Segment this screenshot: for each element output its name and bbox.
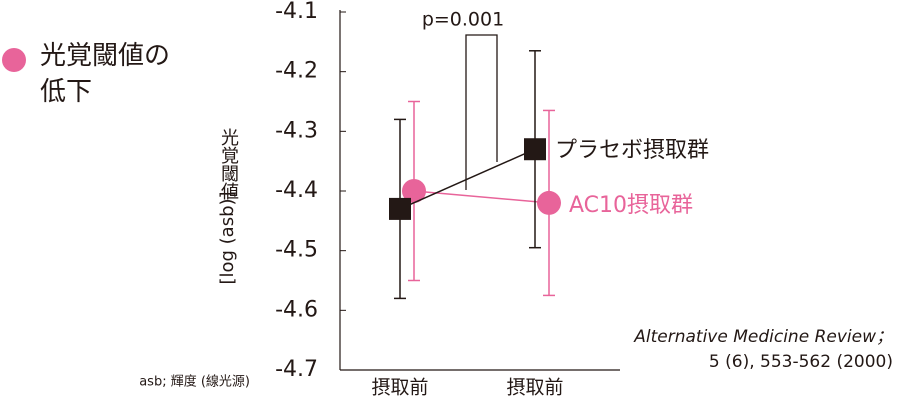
marker xyxy=(389,197,411,220)
legend-label: AC10摂取群 xyxy=(569,193,693,218)
x-tick-label: 摂取前 xyxy=(506,377,563,399)
source-line: Alternative Medicine Review； xyxy=(633,327,893,347)
title-bullet xyxy=(2,48,26,72)
series-line xyxy=(413,190,550,204)
annotation: p=0.001 xyxy=(422,9,504,31)
y-tick-label: -4.6 xyxy=(275,297,318,322)
x-tick-label: 摂取前 xyxy=(371,377,428,399)
y-axis-label: [log (asb)] xyxy=(217,191,238,284)
series-line xyxy=(399,148,536,210)
y-tick-label: -4.2 xyxy=(275,59,318,84)
title: 光覚閾値の低下 xyxy=(40,41,171,107)
y-axis-title: 光覚閾値 xyxy=(218,128,239,200)
legend-label: プラセボ摂取群 xyxy=(555,138,709,163)
marker xyxy=(537,190,561,215)
marker xyxy=(402,179,426,203)
y-tick-label: -4.4 xyxy=(275,178,318,203)
marker xyxy=(524,138,546,161)
y-tick-label: -4.5 xyxy=(275,238,318,263)
significance-bracket xyxy=(465,34,498,190)
y-tick-label: -4.7 xyxy=(275,357,318,382)
source-line: 5 (6), 553-562 (2000) xyxy=(709,352,893,372)
y-tick-label: -4.3 xyxy=(275,118,318,143)
note: asb; 輝度 (線光源) xyxy=(139,374,250,390)
y-tick-label: -4.1 xyxy=(275,0,318,24)
